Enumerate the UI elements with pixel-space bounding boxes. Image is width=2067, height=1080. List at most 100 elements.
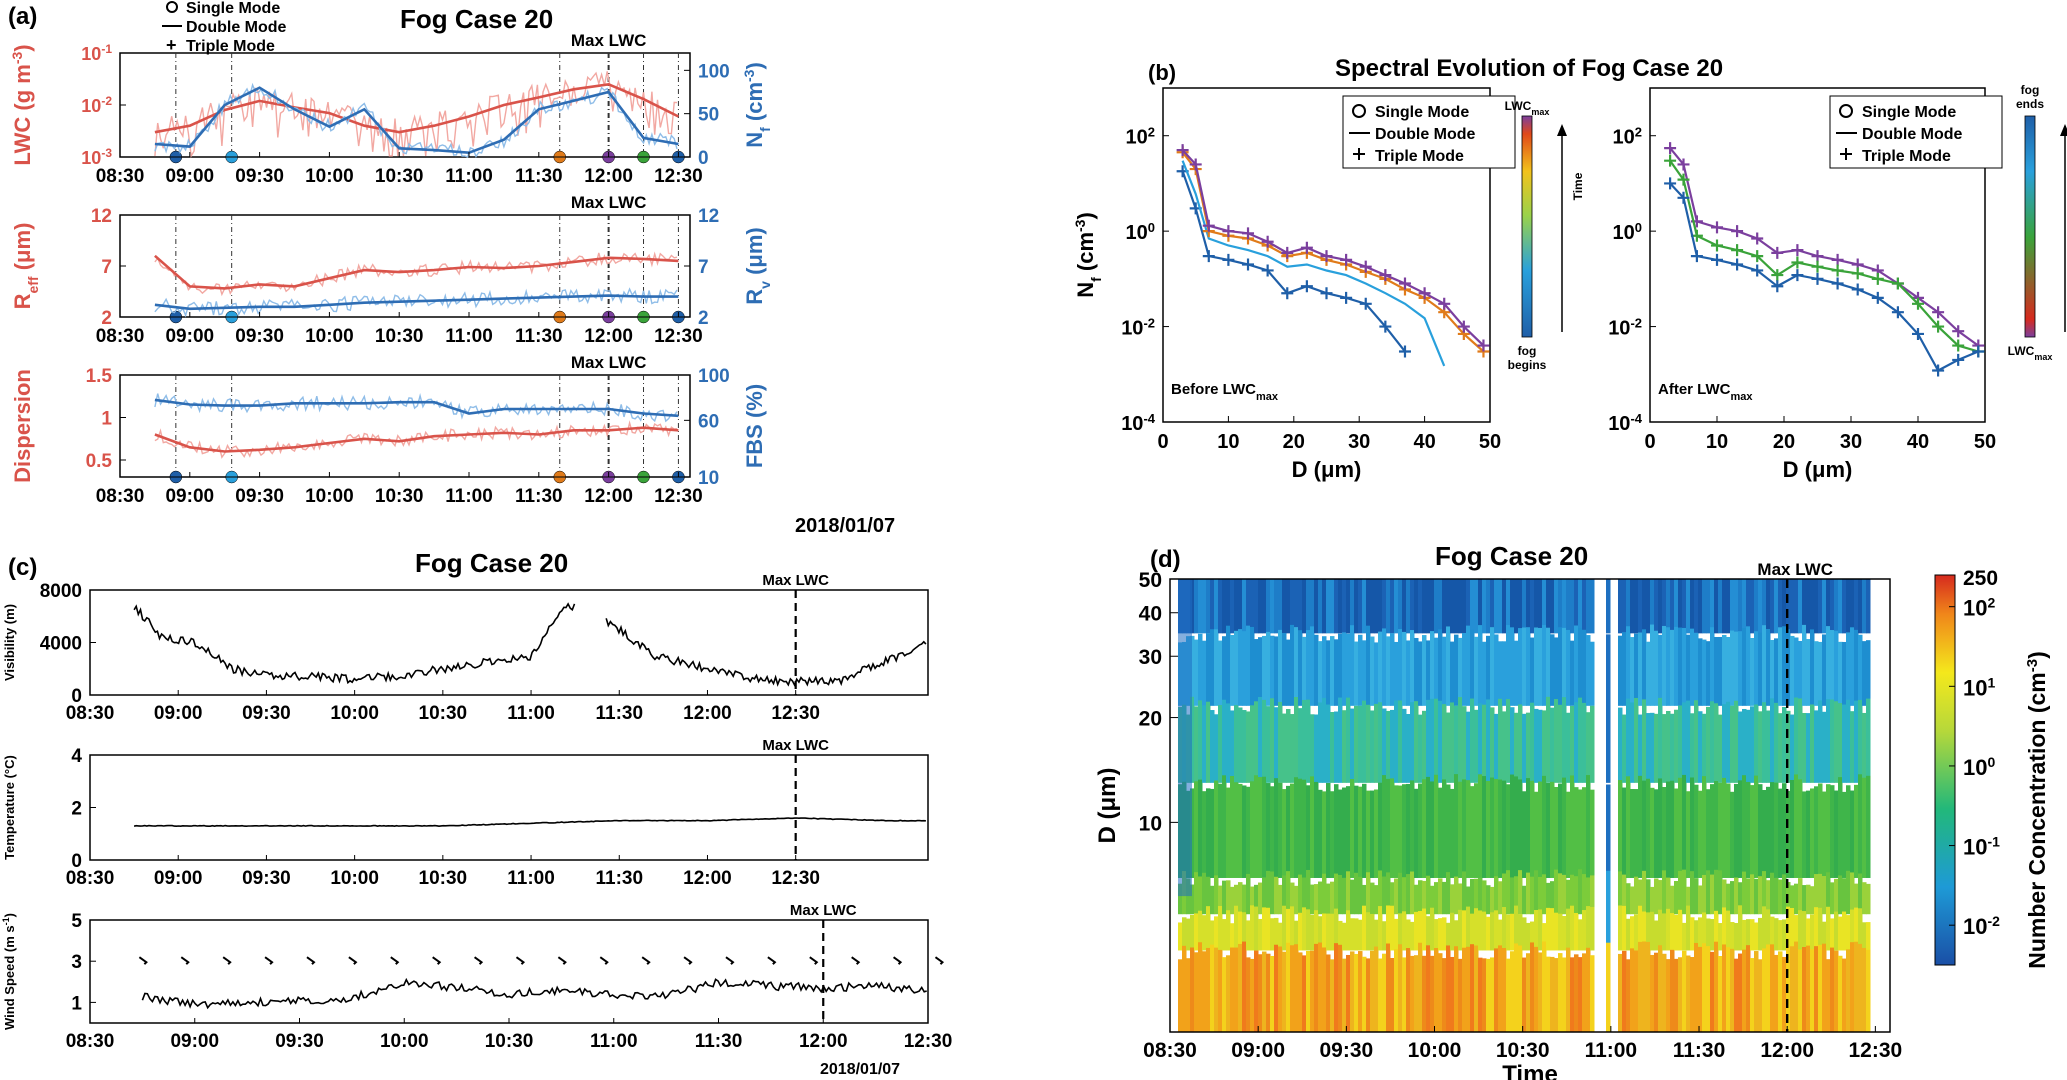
heatmap-cell — [1402, 784, 1407, 878]
ytick-left-label: 2 — [101, 308, 112, 329]
heatmap-cell — [1642, 780, 1647, 878]
heatmap-cell — [1418, 880, 1423, 915]
heatmap-cell — [1386, 710, 1391, 783]
heatmap-cell — [1806, 918, 1811, 951]
heatmap-cell — [1426, 916, 1431, 951]
heatmap-cell — [1402, 911, 1407, 951]
heatmap-cell — [1502, 579, 1507, 634]
spectrum-point — [1300, 241, 1313, 254]
max-lwc-label: Max LWC — [762, 737, 829, 754]
heatmap-cell — [1694, 632, 1699, 706]
wind-barb — [809, 956, 819, 965]
heatmap-cell — [1862, 777, 1867, 878]
heatmap-cell — [1278, 922, 1283, 951]
heatmap-cell — [1270, 698, 1275, 783]
xtick-label: 11:30 — [1673, 1039, 1726, 1062]
heatmap-cell — [1830, 579, 1835, 634]
ylabel-left: Dispersion — [10, 369, 35, 483]
ytick-label: 5 — [71, 911, 82, 932]
heatmap-cell — [1270, 871, 1275, 915]
xtick-label: 09:30 — [235, 486, 284, 507]
heatmap-cell — [1838, 955, 1843, 1032]
wind-barb — [306, 956, 316, 965]
heatmap-cell — [1754, 579, 1759, 634]
heatmap-cell — [1618, 635, 1623, 706]
heatmap-cell — [1426, 579, 1431, 634]
heatmap-cell — [1250, 886, 1255, 915]
heatmap-cell — [1738, 882, 1743, 915]
heatmap-cell — [1434, 774, 1439, 878]
heatmap-cell — [1306, 785, 1311, 878]
heatmap-cell — [1402, 579, 1407, 634]
ytick-label: 20 — [1139, 708, 1162, 731]
heatmap-cell — [1410, 579, 1415, 634]
ytick-label: 8000 — [40, 581, 82, 602]
heatmap-cell — [1622, 905, 1627, 951]
heatmap-cell — [1774, 702, 1779, 783]
heatmap-cell — [1382, 921, 1387, 951]
heatmap-cell — [1322, 913, 1327, 951]
heatmap-cell — [1754, 631, 1759, 706]
heatmap-cell — [1214, 875, 1219, 915]
xtick-label: 11:30 — [515, 486, 563, 507]
heatmap-cell — [1286, 871, 1291, 915]
heatmap-cell — [1846, 579, 1851, 634]
heatmap-cell — [1542, 941, 1547, 1032]
heatmap-cell — [1498, 641, 1503, 706]
heatmap-cell — [1646, 912, 1651, 951]
heatmap-cell — [1810, 886, 1815, 915]
heatmap-cell — [1246, 873, 1251, 915]
xtick-label: 12:00 — [799, 1031, 848, 1052]
heatmap-cell — [1510, 627, 1515, 706]
heatmap-cell — [1246, 625, 1251, 706]
heatmap-cell — [1822, 579, 1827, 634]
heatmap-cell — [1822, 921, 1827, 951]
heatmap-cell — [1710, 579, 1715, 634]
heatmap-cell — [1518, 870, 1523, 915]
wind-barb — [892, 956, 903, 965]
heatmap-cell — [1234, 579, 1239, 634]
heatmap-cell — [1578, 579, 1583, 634]
heatmap-cell — [1818, 579, 1823, 634]
heatmap-cell — [1374, 946, 1379, 1032]
heatmap-cell — [1570, 705, 1575, 783]
heatmap-cell — [1178, 922, 1183, 951]
heatmap-cell — [1794, 637, 1799, 706]
heatmap-cell — [1858, 943, 1863, 1032]
spectrum-point — [1731, 244, 1744, 257]
ytick-left-label: 10-1 — [81, 42, 112, 64]
heatmap-cell — [1706, 706, 1711, 783]
heatmap-cell — [1446, 579, 1451, 634]
spectrum-point — [1851, 283, 1864, 296]
max-lwc-label: Max LWC — [571, 193, 647, 212]
ytick-label: 10-4 — [1121, 411, 1156, 436]
heatmap-cell — [1574, 954, 1579, 1032]
heatmap-cell — [1334, 873, 1339, 915]
heatmap-cell — [1650, 712, 1655, 783]
heatmap-cell — [1798, 910, 1803, 951]
heatmap-cell — [1866, 640, 1871, 706]
ytick-label: 10-2 — [1121, 315, 1155, 340]
heatmap-cell — [1850, 627, 1855, 706]
heatmap-cell — [1318, 789, 1323, 878]
xtick-label: 12:30 — [1849, 1039, 1903, 1062]
heatmap-cell — [1450, 641, 1455, 706]
heatmap-cell — [1382, 775, 1387, 878]
heatmap-cell — [1310, 884, 1315, 915]
heatmap-cell — [1374, 885, 1379, 915]
heatmap-cell — [1214, 579, 1219, 634]
heatmap-cell — [1230, 776, 1235, 878]
heatmap-cell — [1822, 943, 1827, 1032]
xtick-label: 08:30 — [66, 868, 115, 889]
ytick-label: 3 — [71, 952, 82, 973]
heatmap-cell — [1522, 627, 1527, 706]
heatmap-cell — [1310, 626, 1315, 706]
heatmap-cell — [1278, 782, 1283, 878]
heatmap-cell — [1290, 945, 1295, 1032]
ytick-right-label: 100 — [698, 61, 730, 82]
heatmap-cell — [1526, 627, 1531, 706]
annotation: Before LWCmax — [1171, 381, 1279, 403]
heatmap-cell — [1830, 918, 1835, 951]
colorbar-tick-label: 101 — [1963, 674, 1995, 700]
panel-b-letter: (b) — [1148, 60, 1176, 85]
